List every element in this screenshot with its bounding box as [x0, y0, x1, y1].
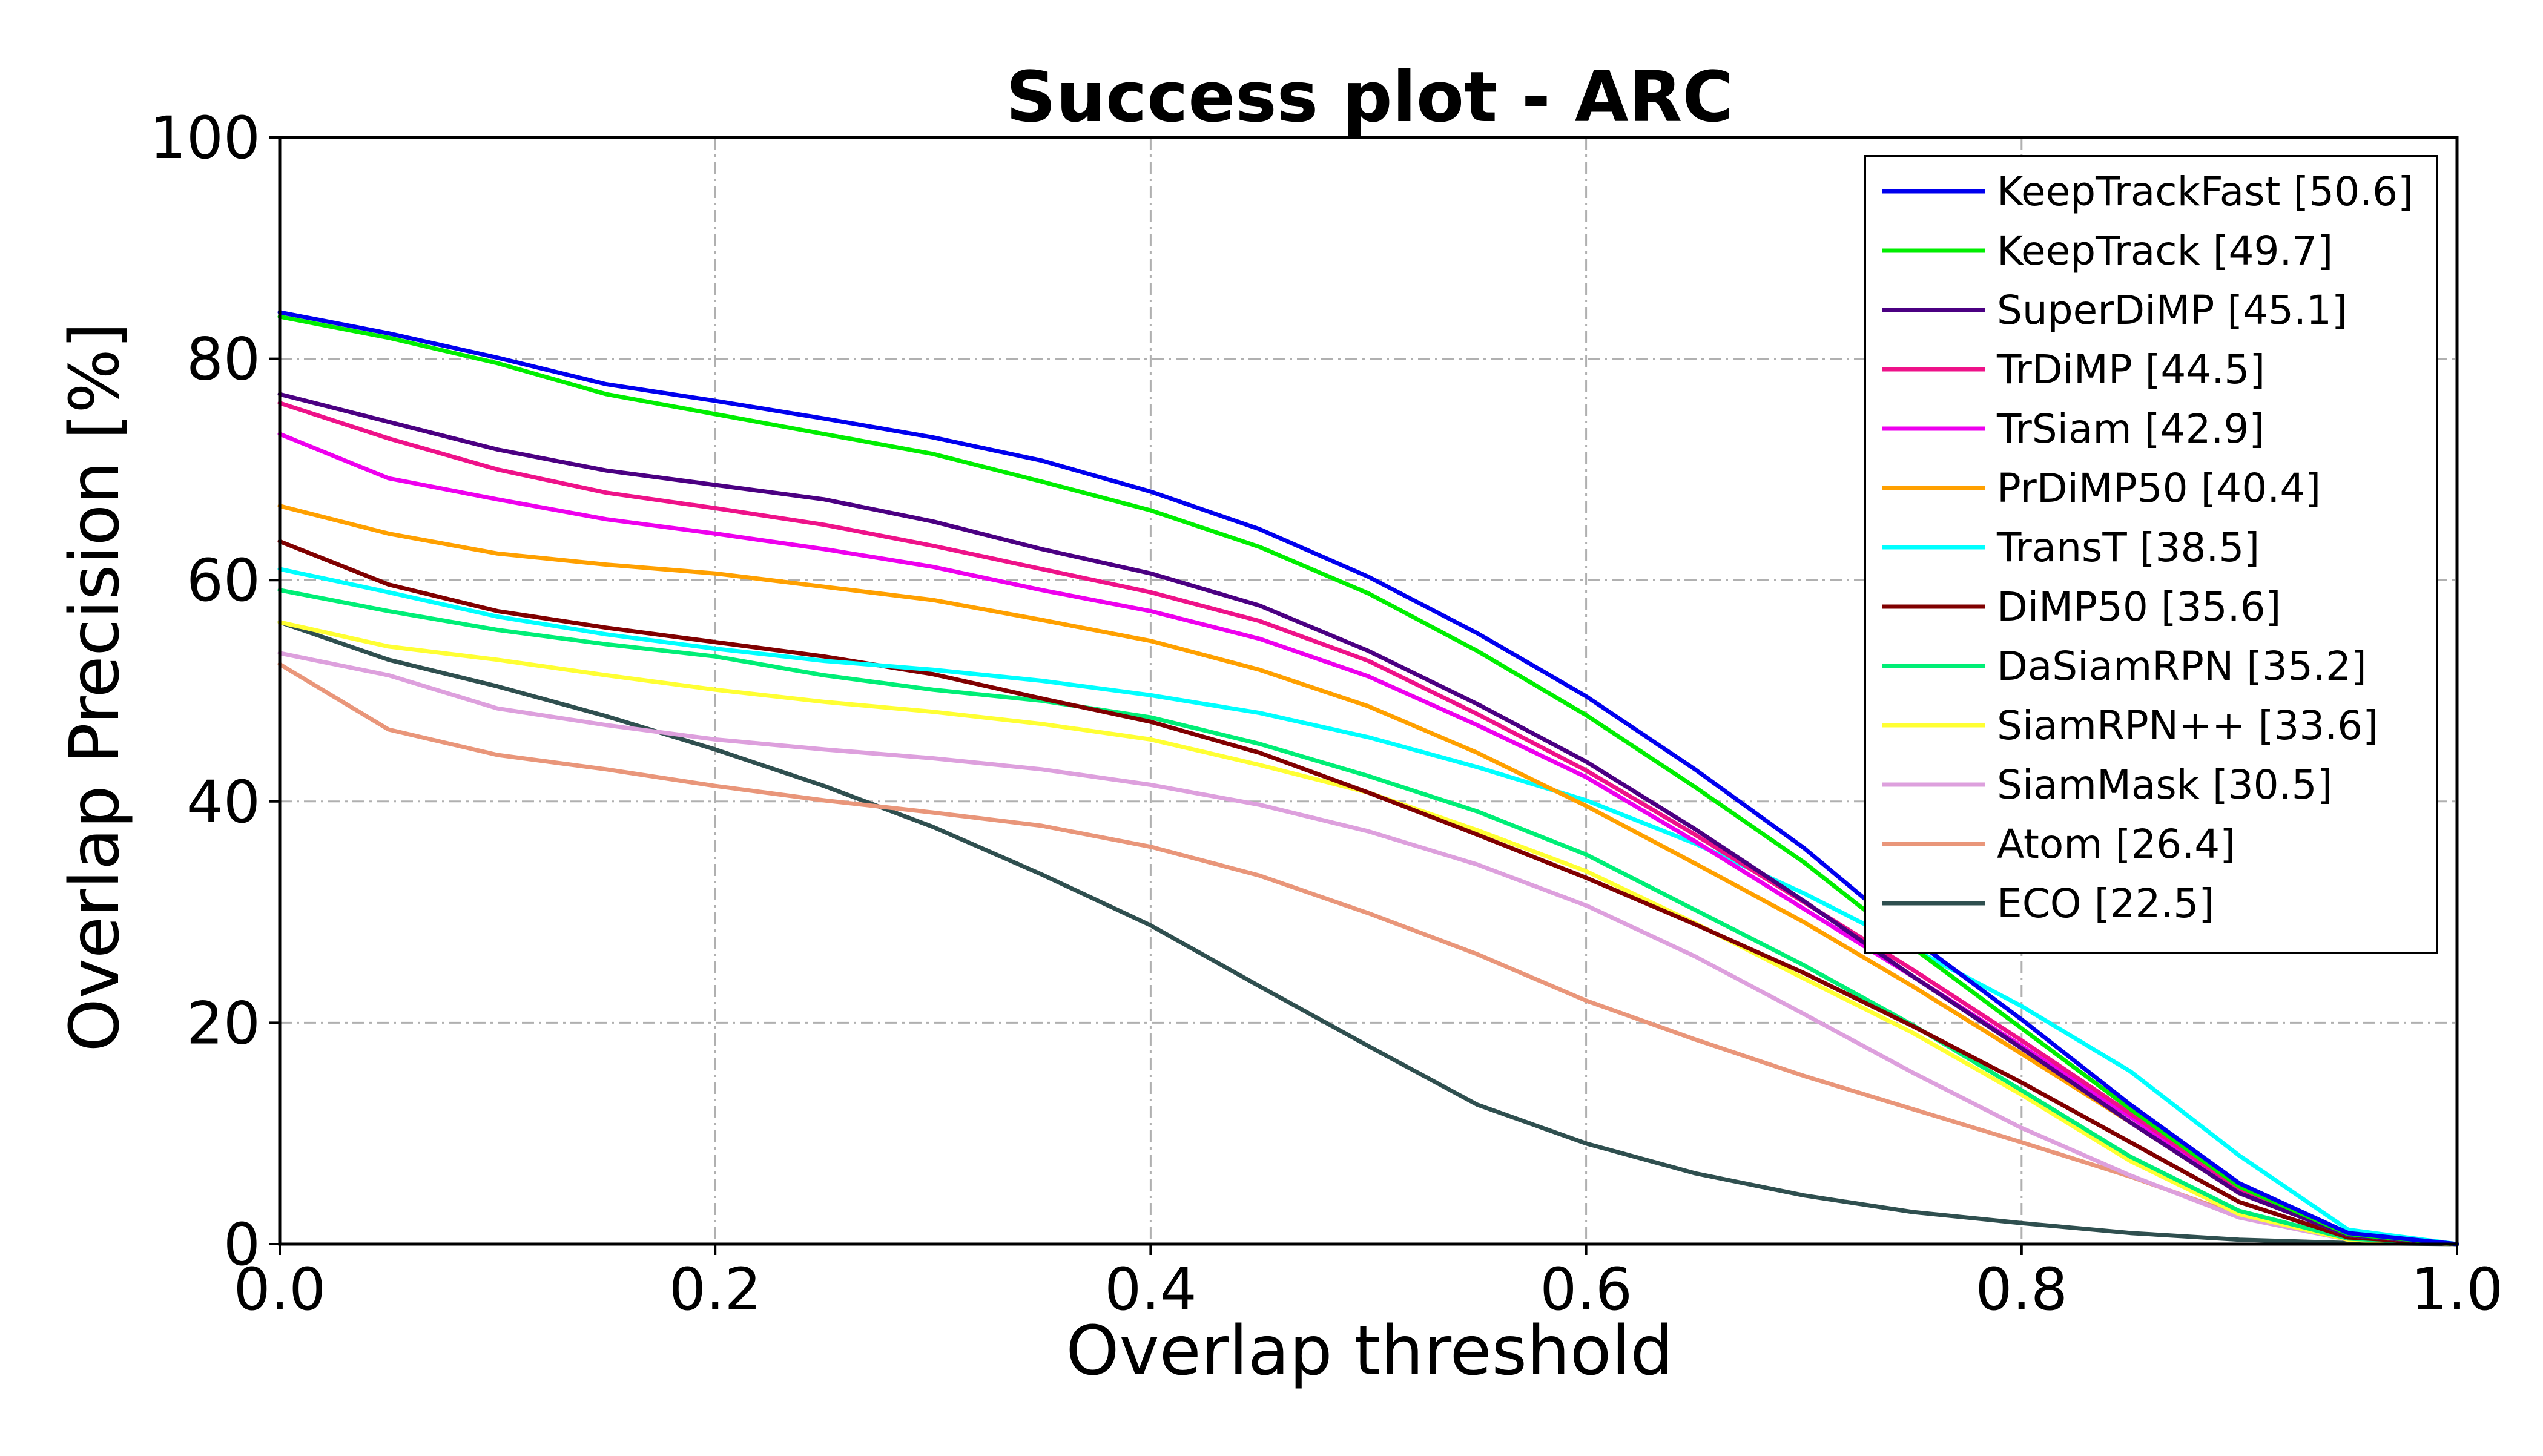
chart-title: Success plot - ARC	[1006, 57, 1733, 138]
y-tick-label: 20	[186, 989, 260, 1057]
y-axis-label: Overlap Precision [%]	[56, 323, 134, 1052]
y-tick-label: 0	[223, 1211, 260, 1279]
y-tick-label: 100	[150, 104, 260, 172]
legend-label: TrSiam [42.9]	[1996, 406, 2264, 452]
x-tick-label: 0.4	[1104, 1256, 1197, 1323]
legend-label: ECO [22.5]	[1997, 880, 2214, 927]
series-line	[277, 567, 2459, 1247]
series-line	[277, 662, 2459, 1247]
legend-label: TrDiMP [44.5]	[1996, 346, 2265, 393]
x-tick-label: 1.0	[2411, 1256, 2504, 1323]
y-tick-label: 40	[186, 768, 260, 836]
legend-label: DiMP50 [35.6]	[1997, 584, 2281, 630]
series-line	[277, 314, 2459, 1247]
series-line	[277, 310, 2459, 1247]
x-axis-label: Overlap threshold	[1066, 1312, 1673, 1391]
legend-box	[1864, 155, 2438, 954]
legend-label: PrDiMP50 [40.4]	[1997, 465, 2321, 512]
x-tick-label: 0.2	[669, 1256, 762, 1323]
series-line	[277, 432, 2459, 1247]
series-line	[277, 620, 2459, 1247]
legend-label: DaSiamRPN [35.2]	[1997, 643, 2367, 690]
legend: KeepTrackFast [50.6] KeepTrack [49.7] Supe…	[1864, 155, 2438, 954]
legend-label: SiamMask [30.5]	[1997, 762, 2332, 808]
legend-label: SiamRPN++ [33.6]	[1997, 702, 2378, 749]
x-tick-label: 0.8	[1975, 1256, 2068, 1323]
series-line	[277, 651, 2459, 1247]
series-line	[277, 539, 2459, 1247]
series-line	[277, 392, 2459, 1247]
series-layer	[277, 310, 2459, 1247]
legend-label: KeepTrackFast [50.6]	[1997, 168, 2413, 215]
legend-label: SuperDiMP [45.1]	[1997, 287, 2347, 334]
series-line	[277, 401, 2459, 1247]
legend-label: TransT [38.5]	[1996, 524, 2260, 571]
legend-label: Atom [26.4]	[1997, 821, 2235, 868]
tick-layer: 0.0 0.2 0.4 0.6 0.8 1.0 0 20 40 60 80 100	[150, 104, 2504, 1323]
series-line	[277, 588, 2459, 1247]
x-tick-label: 0.6	[1540, 1256, 1632, 1323]
x-tick-label: 0.0	[234, 1256, 326, 1323]
y-tick-label: 60	[186, 547, 260, 614]
plot-frame	[278, 136, 2459, 1246]
legend-label: KeepTrack [49.7]	[1997, 228, 2333, 274]
y-tick-label: 80	[186, 326, 260, 394]
